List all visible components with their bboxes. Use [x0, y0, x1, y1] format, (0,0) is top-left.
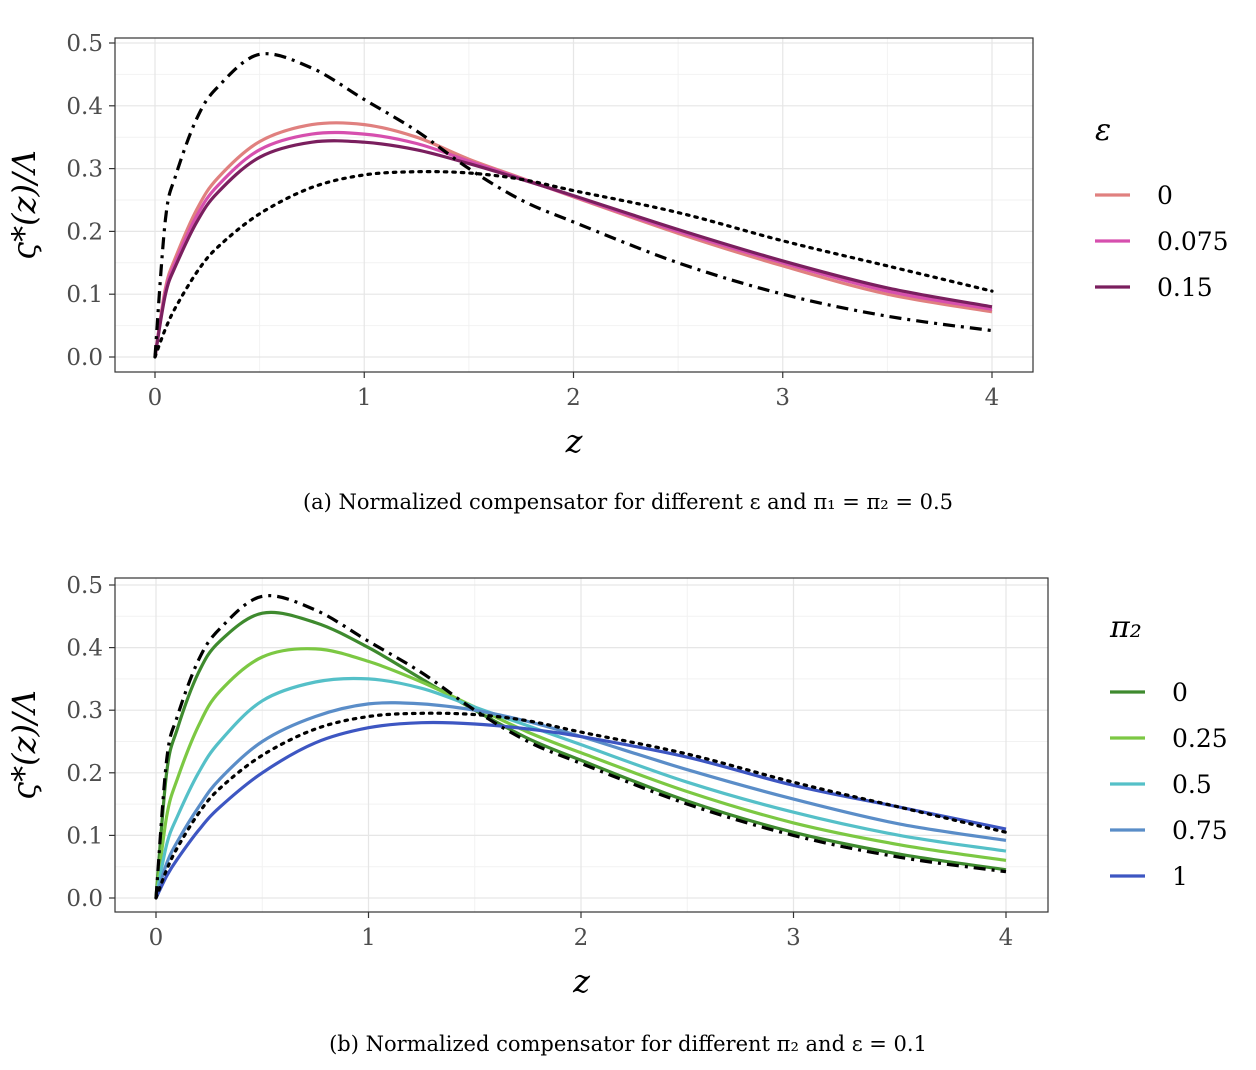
chart-a-x-axis-title: z	[565, 422, 584, 460]
chart-a-series-line-1	[153, 130, 993, 358]
chart-b-series-line-3	[154, 701, 1007, 899]
chart-a-series-line-4	[153, 169, 994, 359]
chart-a-legend-title: ε	[1095, 113, 1111, 148]
chart-a-y-tick-label: 0.3	[66, 157, 103, 183]
chart-b-x-tick-label: 4	[999, 925, 1014, 951]
chart-a-legend-label-0: 0	[1157, 181, 1173, 210]
chart-b-series-line-4	[154, 720, 1007, 899]
chart-b-series-line-0	[154, 610, 1007, 899]
chart-b-y-tick-label: 0.4	[66, 636, 103, 662]
chart-a-y-tick-label: 0.1	[66, 282, 103, 308]
chart-a-x-tick-label: 1	[357, 385, 372, 411]
chart-a-legend-label-1: 0.075	[1157, 227, 1229, 256]
chart-a: 0 1 2 3 4 0.0 0.1 0.2 0.3 0.4 0.5 z ς*(z)/Λ ε 0 0.075 0.…	[5, 31, 1229, 460]
chart-b-series-line-5	[154, 594, 1007, 899]
chart-a-x-tick-label: 4	[985, 385, 1000, 411]
chart-b-y-axis-title: ς*(z)/Λ	[5, 690, 43, 800]
chart-a-series-line-2	[153, 139, 993, 358]
chart-a-series-line-0	[153, 121, 993, 358]
chart-b-y-tick-label: 0.3	[66, 698, 103, 724]
chart-b-legend-label-0: 0	[1172, 678, 1188, 707]
chart-b-x-tick-label: 1	[361, 925, 376, 951]
chart-a-y-tick-label: 0.2	[66, 219, 103, 245]
chart-b-y-tick-label: 0.5	[66, 573, 103, 599]
chart-b-series-line-2	[154, 676, 1007, 899]
chart-a-x-tick-label: 0	[148, 385, 163, 411]
chart-b-x-tick-label: 3	[786, 925, 801, 951]
chart-b-y-tick-label: 0.0	[66, 886, 103, 912]
chart-a-x-tick-label: 2	[566, 385, 581, 411]
chart-a-y-tick-label: 0.5	[66, 31, 103, 57]
chart-a-x-tick-label: 3	[775, 385, 790, 411]
chart-b-legend-title: π₂	[1109, 610, 1142, 645]
figure-a: 0 1 2 3 4 0.0 0.1 0.2 0.3 0.4 0.5 z ς*(z)/Λ ε 0 0.075 0.…	[5, 31, 1229, 514]
chart-b: 0 1 2 3 4 0.0 0.1 0.2 0.3 0.4 0.5 z ς*(z)/Λ π₂ 0 0.25 0.…	[5, 573, 1228, 1000]
chart-b-legend-label-1: 0.25	[1172, 724, 1228, 753]
chart-a-y-tick-label: 0.4	[66, 94, 103, 120]
chart-b-y-tick-label: 0.1	[66, 823, 103, 849]
chart-b-legend-label-4: 1	[1172, 862, 1188, 891]
chart-b-y-tick-label: 0.2	[66, 761, 103, 787]
chart-b-series-line-1	[154, 647, 1007, 899]
chart-a-y-tick-label: 0.0	[66, 345, 103, 371]
caption-b: (b) Normalized compensator for different…	[329, 1032, 927, 1056]
chart-b-legend-label-3: 0.75	[1172, 816, 1228, 845]
chart-a-y-axis-title: ς*(z)/Λ	[5, 150, 43, 260]
chart-b-legend-label-2: 0.5	[1172, 770, 1212, 799]
chart-b-series-line-6	[154, 711, 1008, 900]
chart-b-x-tick-label: 2	[574, 925, 589, 951]
chart-b-x-tick-label: 0	[149, 925, 164, 951]
caption-a: (a) Normalized compensator for different…	[302, 490, 954, 514]
figure-b: 0 1 2 3 4 0.0 0.1 0.2 0.3 0.4 0.5 z ς*(z)/Λ π₂ 0 0.25 0.…	[0, 540, 1256, 1070]
chart-a-legend-label-2: 0.15	[1157, 273, 1213, 302]
chart-b-x-axis-title: z	[572, 962, 591, 1000]
